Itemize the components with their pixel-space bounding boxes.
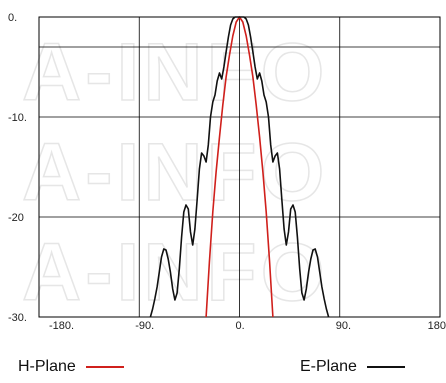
series-layer: [149, 16, 330, 317]
legend-entry-h-plane: H-Plane: [18, 354, 124, 380]
y-tick-label-3: -30.: [8, 312, 27, 324]
tick-labels: 0. -10. -20 -30. -180. -90. 0. 90. 180: [8, 12, 446, 332]
x-tick-label-3: 90.: [336, 320, 351, 332]
legend-label-h-plane: H-Plane: [18, 358, 76, 375]
watermark-text-0: A-INFO: [22, 27, 328, 118]
grid: [38, 16, 441, 318]
y-tick-label-2: -20: [8, 212, 24, 224]
x-tick-label-4: 180: [428, 320, 446, 332]
watermark-text-2: A-INFO: [22, 227, 328, 318]
legend-swatch-e-plane: [366, 366, 405, 368]
legend-label-e-plane: E-Plane: [300, 358, 357, 375]
x-tick-label-1: -90.: [135, 320, 154, 332]
series-line-e-plane: [149, 16, 330, 317]
legend-swatch-h-plane: [85, 366, 124, 368]
x-tick-label-0: -180.: [49, 320, 74, 332]
watermark-text-1: A-INFO: [22, 127, 328, 218]
y-tick-label-0: 0.: [8, 12, 17, 24]
y-tick-label-1: -10.: [8, 112, 27, 124]
x-tick-label-2: 0.: [236, 320, 245, 332]
legend-entry-e-plane: E-Plane: [300, 354, 405, 380]
